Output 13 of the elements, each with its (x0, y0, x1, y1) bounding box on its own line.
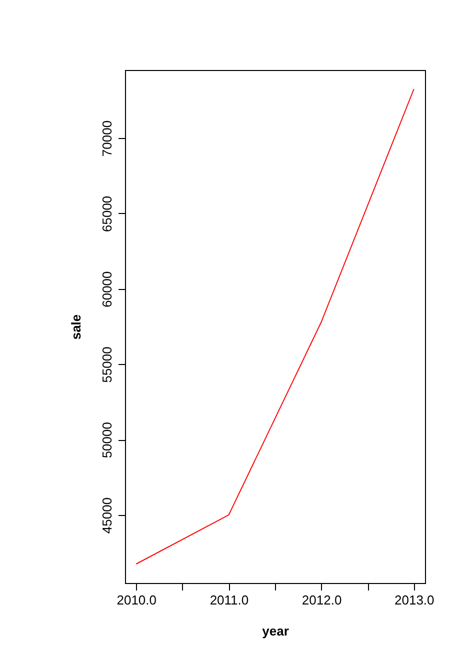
x-axis-title: year (262, 624, 289, 638)
y-tick-label: 55000 (100, 346, 114, 383)
x-tick-label: 2012.0 (302, 592, 342, 608)
y-tick-label: 60000 (100, 271, 114, 308)
y-axis-title: sale (68, 314, 84, 340)
y-tick-label: 50000 (100, 422, 114, 458)
x-tick-label: 2011.0 (210, 592, 249, 608)
line-series (136, 88, 414, 564)
x-tick-label: 2013.0 (394, 592, 434, 608)
x-tick-label: 2010.0 (116, 592, 156, 608)
y-tick-label: 45000 (100, 497, 114, 534)
y-tick-label: 65000 (100, 196, 114, 232)
y-tick-label: 70000 (100, 120, 114, 157)
